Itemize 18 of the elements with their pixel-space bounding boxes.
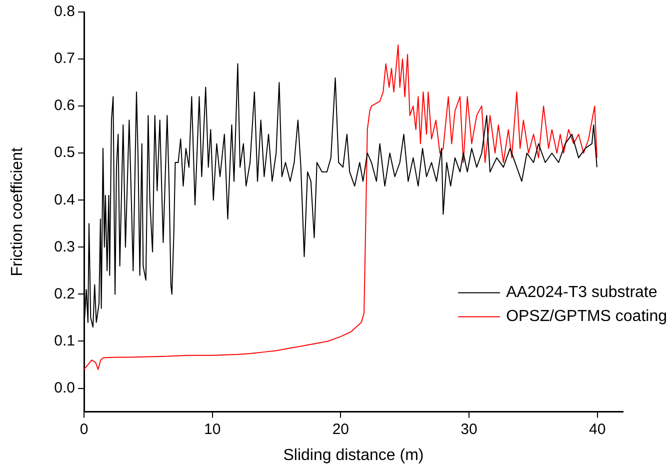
x-tick-label: 10 bbox=[204, 420, 221, 438]
legend-label: OPSZ/GPTMS coating bbox=[506, 308, 667, 326]
x-axis-title: Sliding distance (m) bbox=[283, 446, 424, 464]
x-tick-label: 40 bbox=[588, 420, 606, 438]
y-tick-label: 0.3 bbox=[54, 238, 75, 256]
y-tick-label: 0.5 bbox=[54, 144, 75, 162]
x-tick-label: 20 bbox=[332, 420, 350, 438]
y-tick-label: 0.0 bbox=[54, 379, 75, 396]
legend-label: AA2024-T3 substrate bbox=[506, 284, 658, 302]
y-axis-title: Friction coefficient bbox=[9, 147, 26, 276]
y-tick-label: 0.2 bbox=[54, 285, 75, 302]
y-tick-label: 0.4 bbox=[54, 191, 75, 208]
y-tick-label: 0.6 bbox=[54, 97, 75, 114]
y-tick-label: 0.7 bbox=[54, 50, 75, 68]
y-tick-label: 0.1 bbox=[54, 332, 75, 350]
x-tick-label: 0 bbox=[80, 420, 88, 438]
x-tick-label: 30 bbox=[460, 420, 478, 438]
y-tick-label: 0.8 bbox=[54, 3, 75, 20]
